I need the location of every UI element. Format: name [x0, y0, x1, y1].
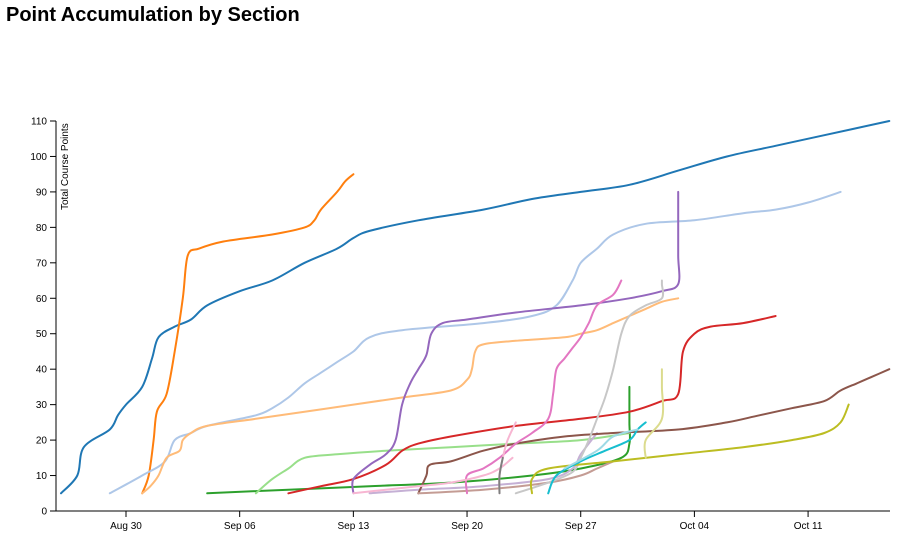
series-line-8	[351, 190, 681, 495]
x-tick-label: Oct 11	[794, 521, 823, 532]
series-line-16	[514, 279, 665, 495]
x-tick-label: Sep 27	[565, 521, 597, 532]
x-tick-label: Sep 20	[451, 521, 483, 532]
y-tick-label: 110	[31, 117, 47, 128]
y-ticks: 0 10 20 30 40 50 60 70 80 90 100 110	[30, 117, 56, 518]
series-line-15	[498, 456, 504, 495]
x-tick-label: Aug 30	[110, 521, 142, 532]
series-line-20	[563, 428, 639, 470]
y-axis-label: Total Course Points	[60, 123, 71, 210]
y-tick-label: 100	[30, 152, 47, 163]
series-line-17	[529, 403, 850, 495]
series-line-5	[206, 385, 632, 495]
x-ticks: Aug 30 Sep 06 Sep 13 Sep 20 Sep 27 Oct 04 Oct …	[110, 511, 823, 532]
series-line-6	[254, 432, 631, 495]
x-tick-label: Oct 04	[680, 521, 710, 532]
series-line-10	[417, 368, 891, 495]
y-tick-label: 0	[41, 507, 47, 518]
chart-title: Point Accumulation by Section	[6, 4, 300, 26]
series-line-18	[643, 368, 665, 459]
x-tick-label: Sep 13	[338, 521, 370, 532]
series-line-9	[368, 432, 598, 495]
y-tick-label: 50	[36, 329, 48, 340]
y-tick-label: 60	[36, 294, 48, 305]
series-line-11	[417, 460, 615, 495]
y-tick-label: 20	[36, 436, 48, 447]
series-line-2	[141, 173, 355, 495]
series-line-13	[352, 456, 514, 495]
x-tick-label: Sep 06	[224, 521, 256, 532]
series-line-4	[141, 297, 680, 495]
y-tick-label: 30	[36, 400, 48, 411]
y-tick-label: 10	[36, 471, 48, 482]
y-tick-label: 80	[36, 223, 48, 234]
y-tick-label: 70	[36, 258, 48, 269]
series-line-1	[60, 120, 891, 495]
series-line-12	[464, 279, 623, 495]
axes: 0 10 20 30 40 50 60 70 80 90 100 110 Aug 30 Sep 06 Se…	[30, 117, 890, 532]
y-tick-label: 40	[36, 365, 48, 376]
series-line-7	[287, 315, 777, 495]
y-tick-label: 90	[36, 187, 48, 198]
series-group	[60, 120, 891, 495]
